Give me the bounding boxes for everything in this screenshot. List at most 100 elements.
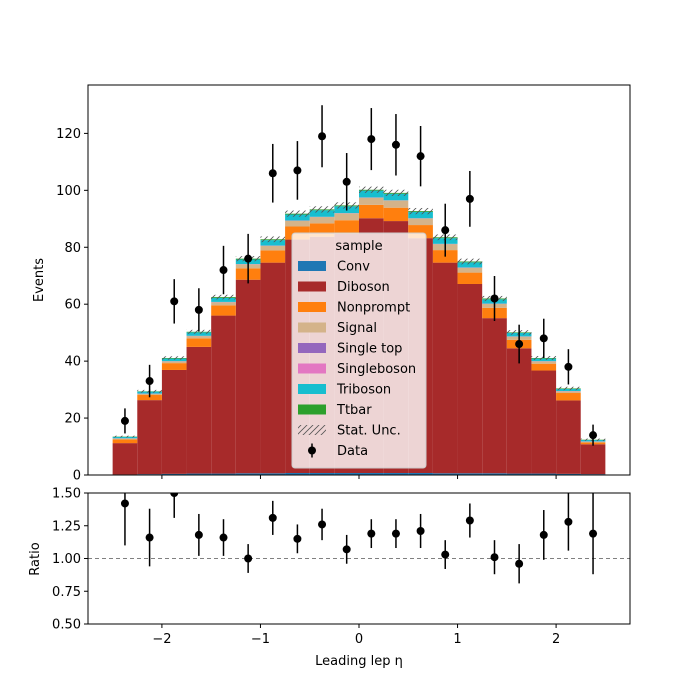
bar-conv (211, 473, 236, 475)
bar-signal (260, 245, 286, 251)
bar-diboson (506, 348, 532, 474)
ratio-point (515, 559, 524, 568)
bar-diboson (211, 315, 236, 474)
data-point (244, 254, 253, 263)
ratio-point (268, 513, 277, 522)
legend-swatch-nonprompt (298, 302, 326, 312)
x-tick-label: 1 (453, 632, 461, 647)
bar-conv (235, 473, 261, 475)
ratio-points (120, 493, 598, 584)
ratio-point (342, 545, 351, 554)
stat-unc-band (359, 186, 384, 193)
data-point (170, 297, 179, 306)
ratio-y-tick-label: 1.50 (52, 487, 81, 502)
bar-conv (408, 473, 433, 475)
bar-triboson (285, 214, 310, 221)
ratio-point (244, 554, 253, 563)
bar-signal (359, 197, 384, 205)
bar-nonprompt (531, 363, 557, 371)
ratio-point (120, 499, 129, 508)
bar-diboson (161, 369, 187, 474)
data-point (465, 194, 474, 203)
bar-triboson (408, 211, 433, 219)
ratio-y-tick-label: 1.25 (52, 519, 81, 534)
data-point (293, 166, 302, 175)
x-tick-label: 2 (552, 632, 560, 647)
ratio-point (539, 530, 548, 539)
top-y-axis: 0 20 40 60 80 100 120 (56, 127, 88, 484)
data-point (367, 135, 376, 144)
ratio-point (145, 533, 154, 542)
bar-nonprompt (359, 204, 384, 219)
bar-nonprompt (186, 338, 212, 347)
bar-triboson (383, 193, 409, 201)
bar-conv (161, 473, 187, 475)
bar-signal (161, 361, 187, 364)
bar-diboson (235, 279, 261, 474)
x-tick-label: −1 (251, 632, 270, 647)
ratio-point (391, 529, 400, 538)
bar-diboson (137, 400, 162, 475)
data-point (194, 305, 203, 314)
data-point (342, 177, 351, 186)
y-tick-label: 60 (64, 298, 81, 313)
legend-swatch-stat-unc (298, 425, 326, 435)
bar-diboson (580, 444, 606, 475)
stat-unc-band (186, 329, 212, 334)
ratio-point (367, 529, 376, 538)
bar-signal (211, 302, 236, 306)
bar-conv (285, 473, 310, 475)
stat-unc-band (112, 435, 138, 438)
legend-label-diboson: Diboson (337, 280, 390, 295)
stat-unc-band (309, 206, 335, 213)
bar-triboson (359, 190, 384, 198)
ratio-y-tick-label: 0.50 (52, 618, 81, 633)
bar-triboson (112, 436, 138, 439)
bar-conv (186, 473, 212, 475)
stat-unc-band (457, 258, 483, 265)
legend-swatch-singleboson (298, 363, 326, 374)
data-point (539, 334, 548, 343)
bar-triboson (161, 358, 187, 362)
legend-title: sample (335, 239, 382, 254)
ratio-plot-frame (87, 492, 631, 625)
bar-signal (186, 336, 212, 339)
ratio-point (564, 517, 573, 526)
legend-swatch-conv (298, 261, 326, 271)
ratio-point (194, 530, 203, 539)
bar-conv (457, 473, 483, 475)
bar-signal (408, 218, 433, 226)
legend-label-data: Data (337, 444, 368, 459)
data-points (120, 105, 598, 446)
bar-conv (506, 473, 532, 475)
bar-nonprompt (260, 250, 286, 263)
bar-signal (531, 361, 557, 364)
x-tick-label: 0 (355, 632, 363, 647)
x-tick-label: −2 (152, 632, 171, 647)
legend-label-signal: Signal (337, 321, 377, 336)
legend-label-triboson: Triboson (336, 383, 391, 398)
data-point (391, 140, 400, 149)
data-point (441, 226, 450, 235)
legend-label-ttbar: Ttbar (336, 403, 372, 418)
ratio-y-tick-label: 1.00 (52, 552, 81, 567)
stat-unc-band (408, 207, 433, 215)
bar-conv (334, 473, 359, 475)
ratio-y-tick-label: 0.75 (52, 585, 81, 600)
bar-triboson (186, 332, 212, 336)
top-x-ticks (161, 475, 557, 479)
data-point (515, 340, 524, 349)
bar-diboson (457, 283, 483, 474)
legend-swatch-triboson (298, 384, 326, 394)
legend-label-single-top: Single top (337, 342, 402, 357)
y-tick-label: 0 (73, 469, 81, 484)
ratio-point (490, 553, 499, 562)
bar-signal (309, 217, 335, 224)
data-point (145, 377, 154, 386)
stat-unc-band (161, 356, 187, 360)
bar-triboson (260, 240, 286, 246)
bar-triboson (457, 262, 483, 268)
bar-nonprompt (137, 395, 162, 401)
ratio-point (465, 516, 474, 525)
ratio-point (441, 550, 450, 559)
